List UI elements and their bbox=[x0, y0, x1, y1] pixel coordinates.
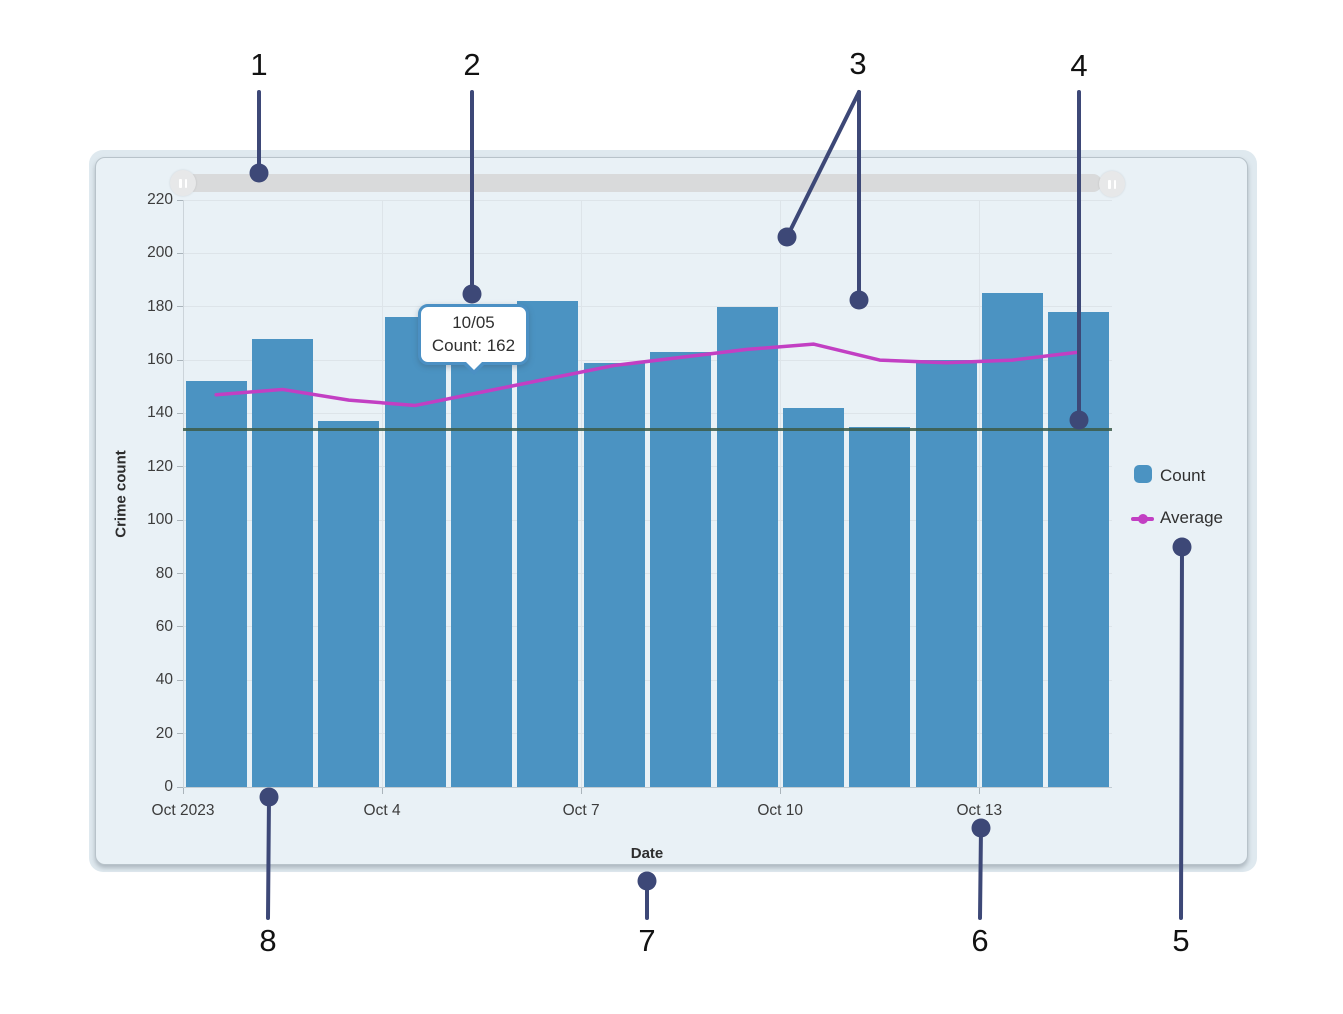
y-tick-label: 120 bbox=[147, 457, 173, 475]
y-tick-label: 20 bbox=[155, 724, 173, 742]
tooltip: 10/05 Count: 162 bbox=[418, 304, 529, 375]
bar-8[interactable] bbox=[650, 352, 712, 787]
y-tick-label: 60 bbox=[155, 617, 173, 635]
legend-average-label: Average bbox=[1160, 508, 1224, 527]
bar-4[interactable] bbox=[384, 317, 446, 787]
callout-label-7: 7 bbox=[638, 923, 656, 958]
h-gridline bbox=[183, 679, 1112, 681]
average-series-line bbox=[214, 342, 1081, 408]
h-gridline bbox=[183, 626, 1112, 628]
h-gridline bbox=[183, 466, 1112, 468]
x-tick-mark bbox=[779, 788, 781, 794]
h-gridline bbox=[183, 252, 1112, 254]
callout-label-2: 2 bbox=[463, 47, 481, 82]
y-tick-mark bbox=[177, 252, 183, 254]
h-gridline bbox=[183, 412, 1112, 414]
x-tick-label: Oct 10 bbox=[757, 802, 804, 819]
x-tick-mark bbox=[182, 788, 184, 794]
y-tick-label: 80 bbox=[155, 564, 173, 582]
tooltip-date: 10/05 bbox=[452, 313, 495, 332]
tooltip-pointer bbox=[465, 362, 482, 370]
x-tick-mark bbox=[381, 788, 383, 794]
bar-7[interactable] bbox=[583, 362, 645, 787]
callout-label-3: 3 bbox=[849, 46, 867, 81]
x-tick-label: Oct 7 bbox=[562, 802, 600, 819]
count-bar-swatch-icon bbox=[1134, 465, 1152, 483]
y-tick-mark bbox=[177, 679, 183, 681]
y-tick-mark bbox=[177, 519, 183, 521]
h-gridline bbox=[183, 573, 1112, 575]
x-tick-mark bbox=[978, 788, 980, 794]
x-tick-mark bbox=[580, 788, 582, 794]
y-tick-label: 220 bbox=[147, 191, 173, 208]
average-dot-icon bbox=[1137, 513, 1148, 524]
y-tick-mark bbox=[177, 412, 183, 414]
v-gridline bbox=[580, 200, 582, 787]
y-tick-mark bbox=[177, 786, 183, 788]
bar-12[interactable] bbox=[915, 360, 977, 787]
h-gridline bbox=[183, 519, 1112, 521]
x-tick-label: Oct 4 bbox=[363, 802, 401, 819]
y-tick-mark bbox=[177, 466, 183, 468]
bar-9[interactable] bbox=[716, 306, 778, 787]
legend-count-label: Count bbox=[1160, 466, 1206, 485]
v-gridline bbox=[381, 200, 383, 787]
bar-1[interactable] bbox=[185, 381, 247, 787]
h-gridline bbox=[183, 306, 1112, 308]
v-gridline bbox=[779, 200, 781, 787]
grip-pause-icon bbox=[184, 178, 187, 188]
h-gridline bbox=[183, 786, 1112, 788]
y-tick-label: 160 bbox=[147, 351, 173, 369]
bar-13[interactable] bbox=[981, 293, 1043, 787]
y-tick-mark bbox=[177, 733, 183, 735]
y-axis-line bbox=[182, 200, 184, 787]
callout-label-1: 1 bbox=[250, 47, 268, 82]
callout-label-4: 4 bbox=[1070, 48, 1088, 83]
y-tick-label: 40 bbox=[155, 671, 173, 689]
callout-label-8: 8 bbox=[259, 923, 277, 958]
time-slider-right-handle[interactable] bbox=[1099, 171, 1125, 197]
bar-3[interactable] bbox=[318, 421, 380, 787]
x-axis-title: Date bbox=[630, 845, 664, 862]
y-tick-label: 180 bbox=[147, 297, 173, 315]
y-tick-label: 100 bbox=[147, 511, 173, 529]
y-tick-mark bbox=[177, 626, 183, 628]
callout-label-5: 5 bbox=[1172, 923, 1190, 958]
y-tick-label: 140 bbox=[147, 404, 173, 422]
h-gridline bbox=[183, 199, 1112, 201]
bar-11[interactable] bbox=[849, 426, 911, 787]
bar-10[interactable] bbox=[782, 408, 844, 787]
y-tick-label: 200 bbox=[147, 244, 173, 262]
x-tick-label: Oct 2023 bbox=[151, 802, 215, 819]
grip-pause-icon bbox=[1108, 179, 1111, 189]
reference-line bbox=[183, 427, 1112, 432]
x-tick-label: Oct 13 bbox=[956, 802, 1003, 819]
h-gridline bbox=[183, 733, 1112, 735]
y-tick-mark bbox=[177, 359, 183, 361]
bar-5[interactable] bbox=[451, 354, 513, 787]
time-slider-track[interactable] bbox=[186, 174, 1102, 192]
y-tick-mark bbox=[177, 306, 183, 308]
time-slider-left-handle[interactable] bbox=[170, 170, 196, 196]
y-tick-mark bbox=[177, 573, 183, 575]
tooltip-value: Count: 162 bbox=[431, 336, 516, 355]
y-axis-title: Crime count bbox=[112, 450, 130, 538]
v-gridline bbox=[978, 200, 980, 787]
grip-pause-icon bbox=[179, 178, 182, 188]
callout-label-6: 6 bbox=[971, 923, 989, 958]
y-tick-label: 0 bbox=[164, 778, 173, 795]
grip-pause-icon bbox=[1113, 179, 1116, 189]
bar-2[interactable] bbox=[252, 338, 314, 787]
average-polyline bbox=[214, 342, 1081, 408]
y-tick-mark bbox=[177, 199, 183, 201]
